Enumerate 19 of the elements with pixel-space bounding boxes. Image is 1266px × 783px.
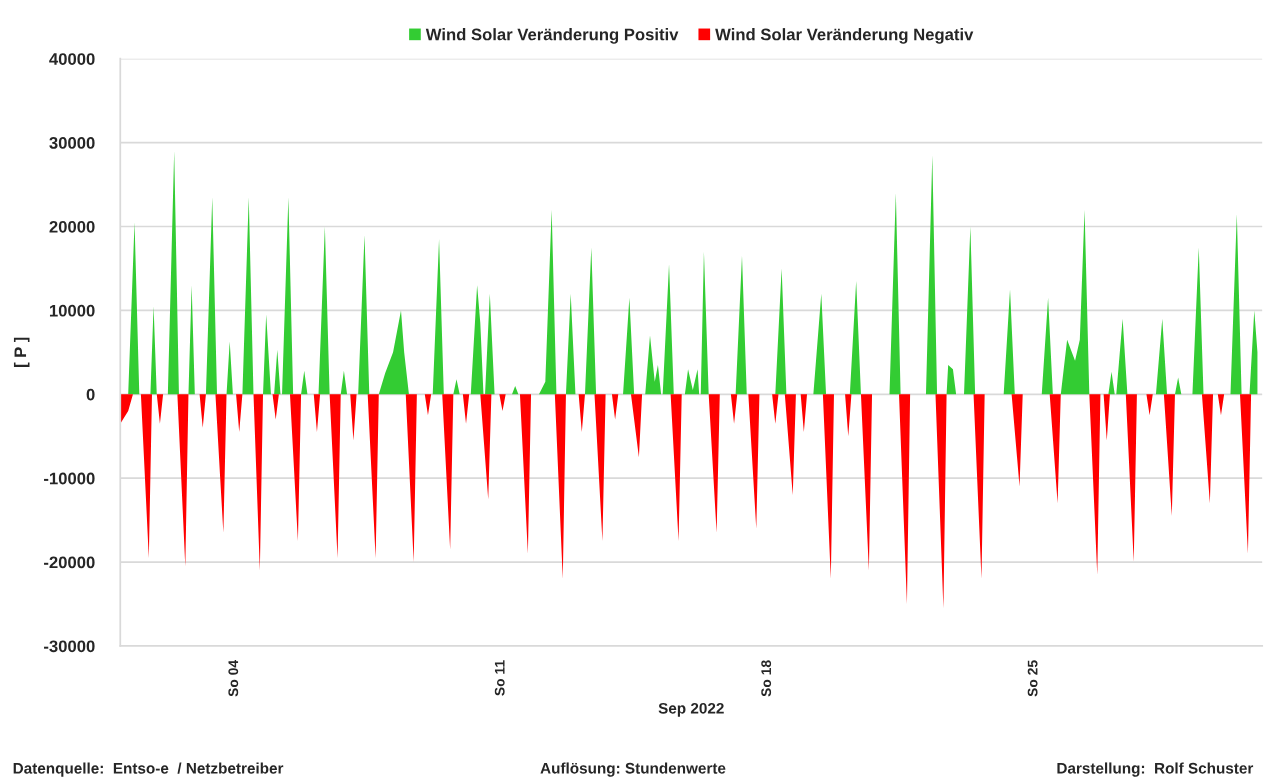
x-tick-label: So 11 — [494, 660, 505, 696]
x-tick-label: So 25 — [1027, 660, 1038, 697]
x-axis-title: Sep 2022 — [658, 702, 724, 717]
x-tick-label: So 18 — [761, 660, 772, 697]
y-tick-label: -30000 — [44, 640, 95, 653]
legend-label: Wind Solar Veränderung Positiv — [425, 28, 679, 44]
legend-label: Wind Solar Veränderung Negativ — [715, 28, 974, 44]
y-axis-title: [ P ] — [13, 337, 30, 368]
y-tick-label: 20000 — [49, 220, 95, 233]
x-tick-label: So 04 — [228, 659, 239, 697]
y-tick-label: -10000 — [44, 472, 95, 485]
y-tick-label: 0 — [86, 388, 95, 401]
y-tick-label: -20000 — [44, 556, 95, 569]
text: Darstellung: Rolf Schuster — [1057, 762, 1254, 777]
text: Datenquelle: Entso-e / Netzbetreiber — [13, 762, 284, 777]
y-tick-label: 10000 — [49, 304, 95, 317]
text: Auflösung: Stundenwerte — [540, 762, 726, 777]
y-tick-label: 40000 — [49, 53, 95, 65]
y-tick-label: 30000 — [49, 137, 95, 149]
